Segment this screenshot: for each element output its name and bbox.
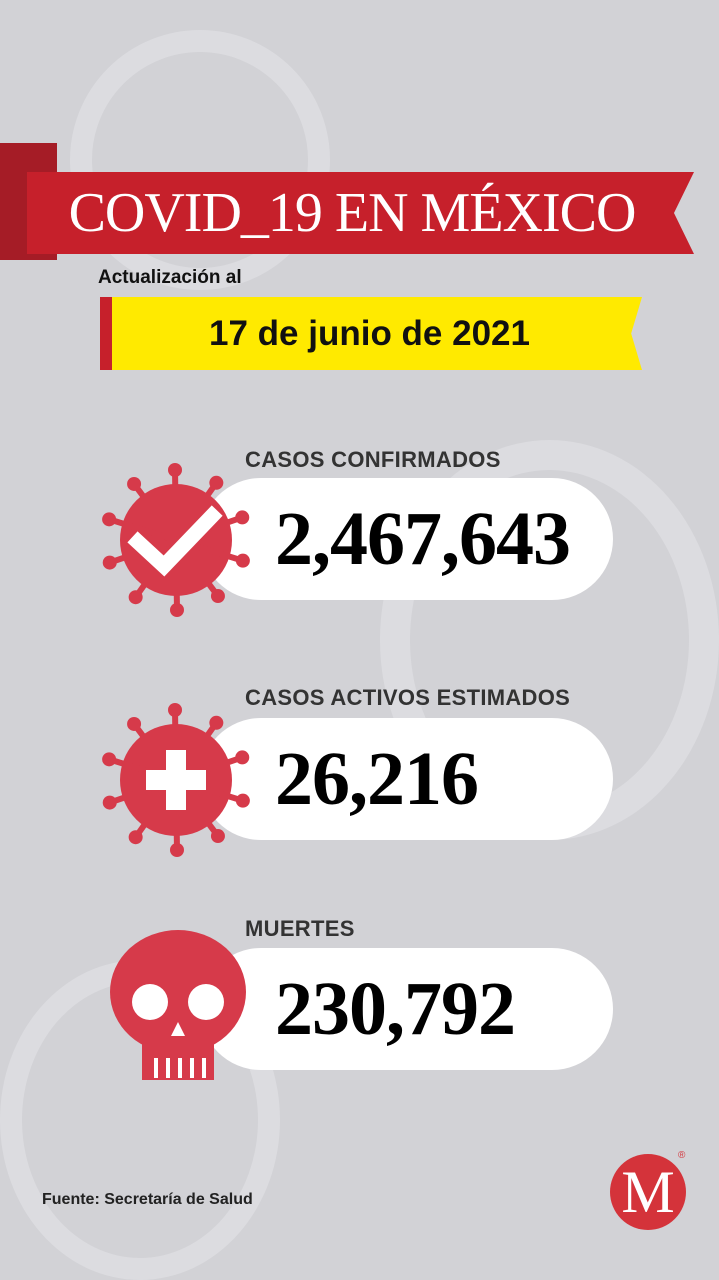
- confirmed-label: CASOS CONFIRMADOS: [245, 447, 501, 472]
- update-date: 17 de junio de 2021: [209, 313, 530, 353]
- skull-icon: [110, 930, 246, 1080]
- page-title: COVID_19 EN MÉXICO: [68, 182, 637, 244]
- date-banner: [100, 297, 642, 370]
- confirmed-pill: [200, 478, 613, 600]
- title-ribbon: [27, 172, 694, 254]
- date-banner-strip: [100, 297, 112, 370]
- active-value: 26,216: [275, 736, 479, 821]
- virus-check-icon: [102, 463, 250, 617]
- virus-plus-icon: [102, 703, 250, 857]
- deaths-pill: [200, 948, 613, 1070]
- update-label: Actualización al: [98, 267, 242, 288]
- registered-mark: ®: [678, 1150, 686, 1161]
- logo-letter: M: [621, 1158, 675, 1225]
- active-label: CASOS ACTIVOS ESTIMADOS: [245, 685, 571, 710]
- confirmed-value: 2,467,643: [275, 496, 571, 581]
- deaths-value: 230,792: [275, 966, 516, 1051]
- deaths-label: MUERTES: [245, 916, 355, 941]
- milenio-logo: M: [610, 1154, 686, 1230]
- source-note: Fuente: Secretaría de Salud: [42, 1191, 253, 1208]
- active-pill: [200, 718, 613, 840]
